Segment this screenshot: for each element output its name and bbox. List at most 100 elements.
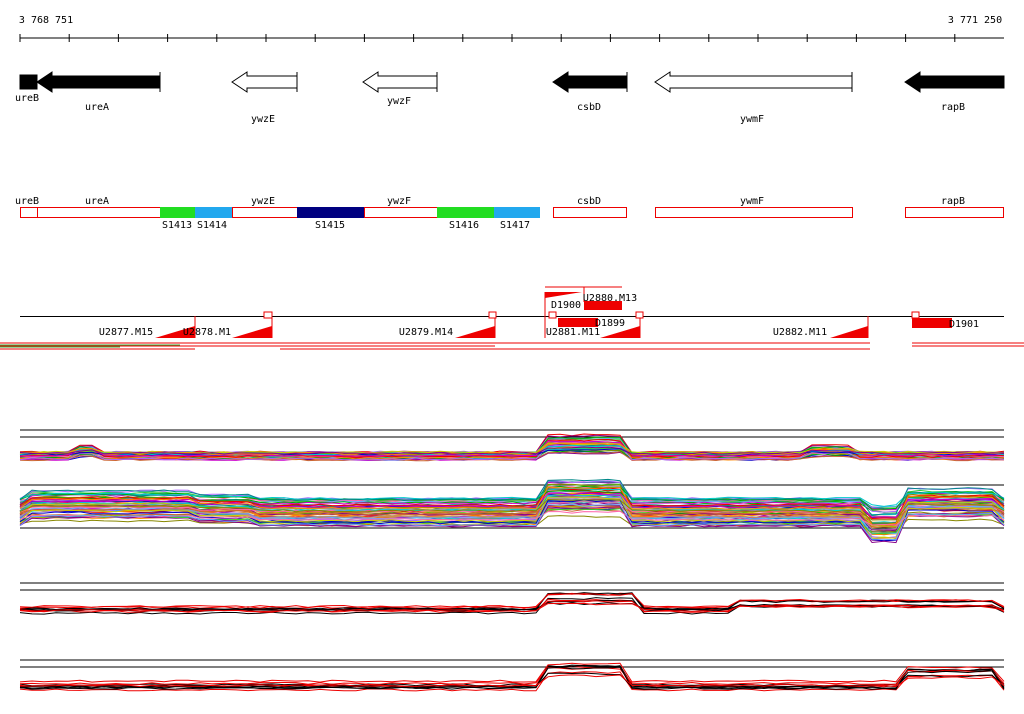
profile-line: [19, 493, 1005, 524]
segment: [37, 207, 161, 218]
profile-line: [19, 487, 1005, 520]
segment: [905, 207, 1004, 218]
transcript-cap: [488, 311, 497, 319]
transcript-cap: [263, 311, 273, 319]
segment-label: csbD: [577, 196, 601, 207]
gene-arrows: [19, 71, 1005, 93]
profile-line: [19, 664, 1005, 690]
segment: [364, 207, 438, 218]
segment-label: rapB: [941, 196, 965, 207]
gene-label: rapB: [941, 102, 965, 113]
transcript-label: D1900: [551, 300, 581, 311]
profile-line: [19, 480, 1005, 513]
transcript-edge: [544, 286, 622, 316]
segment: [20, 207, 38, 218]
transcript-start: [830, 326, 868, 338]
gene-label: ywzF: [387, 96, 411, 107]
gene-arrow: [654, 71, 853, 93]
segment-label: ywzF: [387, 196, 411, 207]
segments: ureB ureA ywzE ywzF csbD ywmF rapB S1413…: [15, 196, 1004, 231]
segment-label: ureA: [85, 196, 109, 207]
transcript-label: U2879.M14: [399, 327, 453, 338]
profile-line: [19, 499, 1005, 542]
transcript-label: U2878.M1: [183, 327, 231, 338]
transcript-start: [545, 292, 582, 298]
profile-line: [19, 671, 1005, 692]
ruler: 3 768 751 3 771 250: [19, 15, 1004, 42]
profile-line: [19, 486, 1005, 526]
segment: [437, 207, 494, 218]
gene-arrow: [231, 71, 298, 93]
profile-line: [19, 503, 1005, 541]
profile-line: [19, 510, 1005, 526]
transcript-cap: [635, 311, 644, 319]
transcript-label: U2877.M15: [99, 327, 153, 338]
profile-line: [19, 508, 1005, 535]
transcript-start: [232, 326, 272, 338]
region-label: S1414: [197, 220, 227, 231]
gene-arrow: [362, 71, 438, 93]
transcript-block: [558, 318, 598, 327]
region-label: S1417: [500, 220, 530, 231]
transcript-label: U2880.M13: [583, 293, 637, 304]
transcript-edge: [194, 316, 869, 338]
region-label: S1413: [162, 220, 192, 231]
ruler-start: 3 768 751: [19, 15, 73, 26]
gene-labels: ureB ureA ywzE ywzF csbD ywmF rapB: [15, 93, 965, 125]
gene-label: ureA: [85, 102, 109, 113]
profile-line: [19, 451, 1005, 462]
transcript-label: U2881.M11: [546, 327, 600, 338]
segment: [494, 207, 540, 218]
profile-line: [19, 504, 1005, 520]
gene-arrow: [904, 71, 1005, 93]
coverage-line: [0, 342, 1024, 350]
segment: [297, 207, 364, 218]
transcripts: U2877.M15 U2878.M1 U2879.M14 U2880.M13 U…: [0, 286, 1024, 350]
region-label: S1416: [449, 220, 479, 231]
transcript-label: D1899: [595, 318, 625, 329]
expression-profiles: [19, 429, 1005, 692]
gene-arrow: [19, 74, 38, 90]
profile-line: [19, 497, 1005, 540]
profile-line: [19, 600, 1005, 613]
profile-line: [19, 599, 1005, 612]
profile-line: [19, 487, 1005, 507]
profile-line: [19, 662, 1005, 683]
gene-label: ywzE: [251, 114, 275, 125]
segment: [232, 207, 298, 218]
profile-line: [19, 674, 1005, 688]
profile-line: [19, 592, 1005, 609]
transcript-start: [600, 326, 640, 338]
segment-label: ywzE: [251, 196, 275, 207]
gene-label: csbD: [577, 102, 601, 113]
segment: [160, 207, 195, 218]
transcript-label: D1901: [949, 319, 979, 330]
gene-label: ureB: [15, 93, 39, 104]
transcript-label: U2882.M11: [773, 327, 827, 338]
transcript-block: [912, 318, 952, 328]
segment-label: ureB: [15, 196, 39, 207]
transcript-start: [155, 326, 195, 338]
segment-label: ywmF: [740, 196, 764, 207]
gene-arrow: [552, 71, 628, 93]
profile-line: [19, 498, 1005, 521]
profile-line: [19, 666, 1005, 685]
profile-line: [19, 494, 1005, 510]
gene-arrow: [36, 71, 161, 93]
region-label: S1415: [315, 220, 345, 231]
transcript-block: [584, 301, 622, 310]
ruler-end: 3 771 250: [948, 15, 1002, 26]
transcript-cap: [548, 311, 557, 319]
profile-line: [19, 478, 1005, 516]
profile-line: [19, 446, 1005, 455]
segment: [195, 207, 232, 218]
profile-line: [19, 499, 1005, 530]
gene-label: ywmF: [740, 114, 764, 125]
segment: [655, 207, 853, 218]
transcript-cap: [911, 311, 920, 319]
segment: [553, 207, 627, 218]
profile-line: [19, 442, 1005, 456]
coverage-line: [0, 344, 180, 348]
transcript-start: [455, 326, 495, 338]
